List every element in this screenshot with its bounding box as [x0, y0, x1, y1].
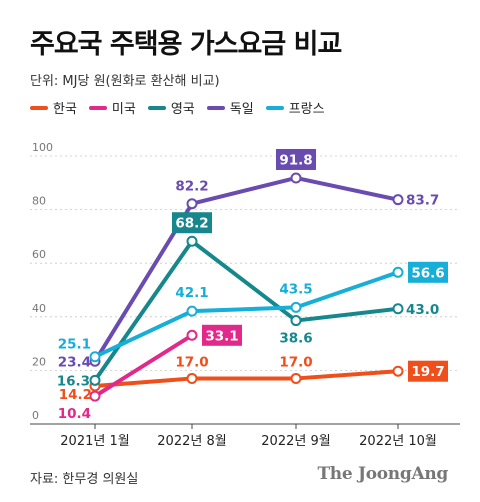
data-label: 82.2: [175, 179, 208, 195]
data-point: [186, 305, 198, 317]
legend-label: 영국: [170, 102, 195, 117]
data-point: [186, 198, 198, 210]
x-tick-label: 2021년 1월: [60, 434, 129, 449]
legend-swatch: [147, 105, 166, 110]
data-point: [186, 329, 198, 341]
data-point: [392, 365, 404, 377]
data-point: [290, 315, 302, 327]
legend-item-usa: 미국: [88, 98, 136, 117]
y-tick-label: 80: [32, 195, 46, 208]
data-label: 68.2: [175, 216, 208, 232]
data-label: 25.1: [58, 337, 91, 353]
data-point: [290, 372, 302, 384]
x-tick-label: 2022년 9월: [261, 434, 330, 449]
legend-label: 프랑스: [288, 102, 325, 117]
series-line-3: [93, 239, 400, 383]
y-tick-label: 40: [32, 302, 46, 315]
data-label: 10.4: [58, 406, 91, 422]
data-label: 17.0: [175, 354, 208, 370]
source-note: 자료: 한무경 의원실: [30, 472, 139, 487]
data-label: 56.6: [411, 265, 444, 281]
data-label: 83.7: [406, 193, 439, 209]
data-label-box: [202, 324, 242, 346]
legend-swatch: [265, 105, 284, 110]
data-label: 17.0: [279, 354, 312, 370]
legend-label: 미국: [111, 102, 136, 117]
legend-item-korea: 한국: [30, 98, 77, 117]
data-point: [392, 266, 404, 278]
series-line-4: [93, 175, 400, 364]
legend-item-uk: 영국: [147, 98, 195, 117]
y-tick-label: 60: [32, 248, 46, 261]
unit-note: 단위: MJ당 원(원화로 환산해 비교): [30, 74, 220, 89]
data-point: [392, 303, 404, 315]
legend-swatch: [88, 105, 107, 110]
data-label: 42.1: [175, 285, 208, 301]
series-line-1: [93, 369, 400, 388]
data-label: 38.6: [279, 331, 312, 347]
data-point: [186, 235, 198, 247]
data-point: [89, 374, 101, 386]
legend-label: 독일: [229, 102, 254, 117]
brand-logo: The JoongAng: [317, 464, 448, 484]
data-label: 16.3: [57, 373, 90, 389]
legend-label: 한국: [53, 102, 77, 117]
legend-swatch: [206, 105, 225, 110]
legend-swatch: [30, 105, 48, 110]
chart-title: 주요국 주택용 가스요금 비교: [30, 29, 342, 60]
data-point: [290, 172, 302, 184]
data-label-box: [276, 148, 316, 170]
data-point: [89, 351, 101, 363]
data-label: 33.1: [205, 328, 238, 344]
legend-item-france: 프랑스: [265, 98, 325, 117]
legend-item-germany: 독일: [206, 98, 254, 117]
data-label: 43.0: [406, 302, 439, 318]
data-label-box: [172, 212, 212, 234]
data-label: 14.2: [59, 387, 92, 403]
series-line-2: [93, 333, 194, 399]
data-label-box: [408, 360, 448, 382]
data-label: 19.7: [411, 364, 444, 380]
x-tick-label: 2022년 8월: [157, 434, 226, 449]
series-line-5: [93, 270, 400, 359]
data-point: [89, 390, 101, 402]
data-point: [186, 372, 198, 384]
y-tick-label: 20: [32, 355, 46, 368]
data-label: 91.8: [279, 152, 312, 168]
y-tick-label: 0: [32, 409, 39, 422]
legend: 한국 미국 영국 독일 프랑스: [30, 98, 325, 117]
y-tick-label: 100: [32, 141, 53, 154]
data-label: 23.4: [58, 354, 91, 370]
data-point: [392, 194, 404, 206]
data-point: [290, 301, 302, 313]
data-label-box: [408, 261, 448, 283]
x-tick-label: 2022년 10월: [359, 434, 437, 449]
data-label: 43.5: [279, 281, 312, 297]
